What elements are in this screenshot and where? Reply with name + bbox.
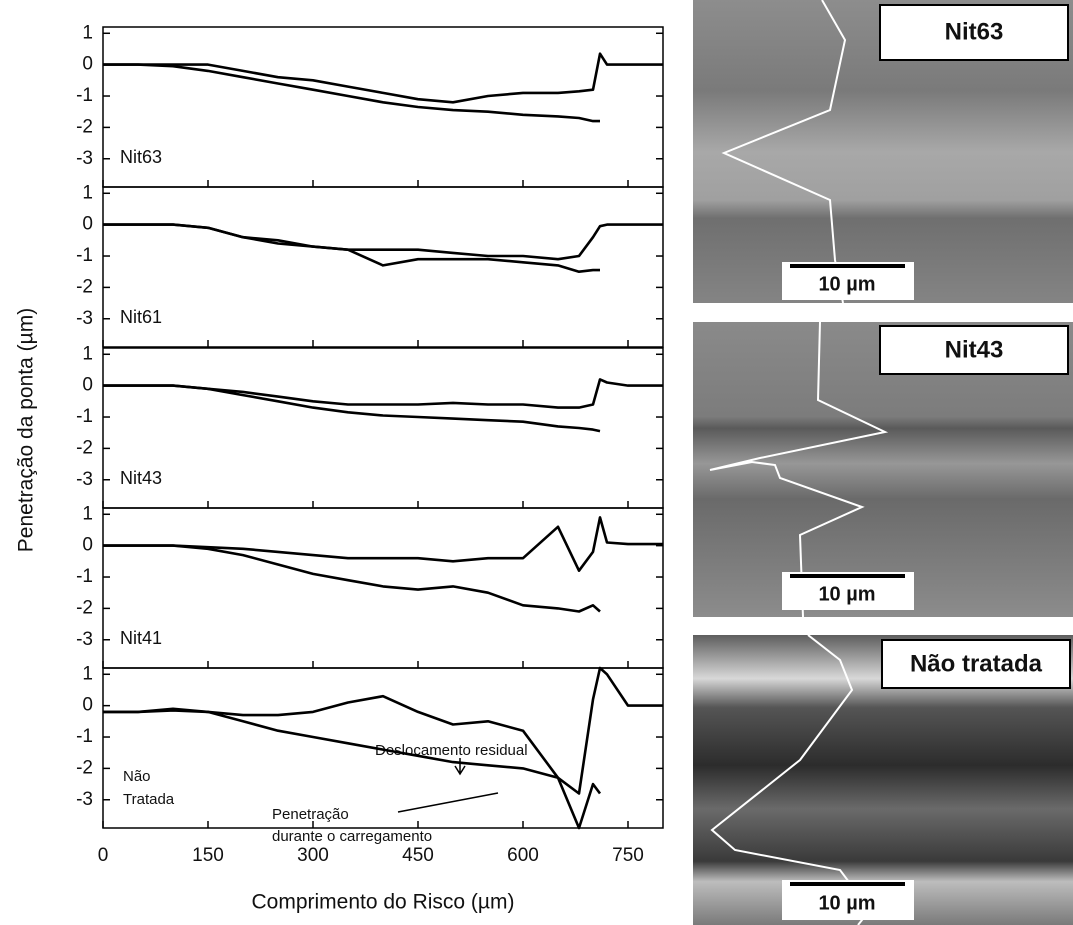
y-tick-label: 1	[82, 503, 93, 524]
data-line	[103, 516, 663, 572]
y-tick-label: -3	[76, 789, 93, 810]
y-tick-label: 1	[82, 663, 93, 684]
y-tick-label: -2	[76, 276, 93, 297]
y-tick-label: -1	[76, 726, 93, 747]
y-tick-label: 0	[82, 375, 93, 396]
scale-label: 10 µm	[818, 583, 875, 605]
panel-label: Nit43	[120, 468, 162, 488]
panel-frame	[102, 186, 664, 348]
panel-label: Não	[123, 768, 151, 785]
scale-box	[782, 572, 914, 610]
profile-curve	[709, 321, 889, 618]
y-tick-label: -2	[76, 597, 93, 618]
data-line	[103, 544, 601, 613]
scale-label: 10 µm	[818, 892, 875, 914]
x-tick-label: 600	[507, 845, 539, 866]
y-axis-label: Penetração da ponta (µm)	[15, 308, 38, 552]
data-line	[103, 63, 600, 123]
y-tick-label: -3	[76, 148, 93, 169]
annotation: Penetração	[272, 806, 349, 823]
y-tick-label: -2	[76, 757, 93, 778]
panel-frame	[102, 507, 664, 669]
y-tick-label: 0	[82, 695, 93, 716]
panel-label: Nit61	[120, 307, 162, 327]
y-tick-label: -2	[76, 437, 93, 458]
label-box	[881, 639, 1071, 689]
panel-label: Tratada	[123, 791, 175, 808]
micrograph-3: Não tratada 10 µm	[693, 634, 1073, 925]
label-box	[879, 325, 1069, 375]
scale-box	[782, 262, 914, 300]
y-tick-label: 1	[82, 22, 93, 43]
y-tick-label: 1	[82, 343, 93, 364]
micrograph-label: Nit43	[945, 336, 1004, 363]
y-tick-label: 0	[82, 214, 93, 235]
annotation-arrow	[454, 758, 466, 776]
micrograph-label: Nit63	[945, 18, 1004, 45]
micrograph-1: Nit63 10 µm	[693, 0, 1073, 304]
y-tick-label: 0	[82, 54, 93, 75]
micrograph-2: Nit43 10 µm	[693, 321, 1073, 618]
annotation-line	[397, 792, 499, 813]
y-tick-label: -1	[76, 406, 93, 427]
data-line	[103, 223, 663, 261]
panel-frame	[102, 26, 664, 188]
scale-box	[782, 880, 914, 920]
y-tick-label: 0	[82, 535, 93, 556]
profile-curve	[721, 0, 847, 304]
x-tick-label: 450	[402, 845, 434, 866]
label-box	[879, 4, 1069, 61]
panel-label: Nit63	[120, 147, 162, 167]
y-tick-label: -3	[76, 469, 93, 490]
y-tick-label: -2	[76, 116, 93, 137]
x-tick-label: 0	[98, 845, 109, 866]
data-line	[103, 384, 601, 433]
x-tick-label: 300	[297, 845, 329, 866]
micrograph-label: Não tratada	[910, 650, 1043, 677]
x-tick-label: 750	[612, 845, 644, 866]
data-line	[103, 223, 600, 273]
y-tick-label: -3	[76, 308, 93, 329]
data-line	[103, 709, 602, 830]
annotation: Deslocamento residual	[375, 742, 528, 759]
x-axis-label: Comprimento do Risco (µm)	[252, 891, 515, 914]
y-tick-label: -3	[76, 629, 93, 650]
y-tick-label: 1	[82, 182, 93, 203]
annotation: durante o carregamento	[272, 828, 432, 845]
y-tick-label: -1	[76, 245, 93, 266]
panel-frame	[102, 667, 664, 829]
scale-label: 10 µm	[818, 273, 875, 295]
data-line	[103, 378, 663, 409]
data-line	[103, 666, 663, 795]
y-tick-label: -1	[76, 566, 93, 587]
data-line	[103, 52, 663, 104]
y-tick-label: -1	[76, 85, 93, 106]
x-tick-label: 150	[192, 845, 224, 866]
panel-label: Nit41	[120, 628, 162, 648]
